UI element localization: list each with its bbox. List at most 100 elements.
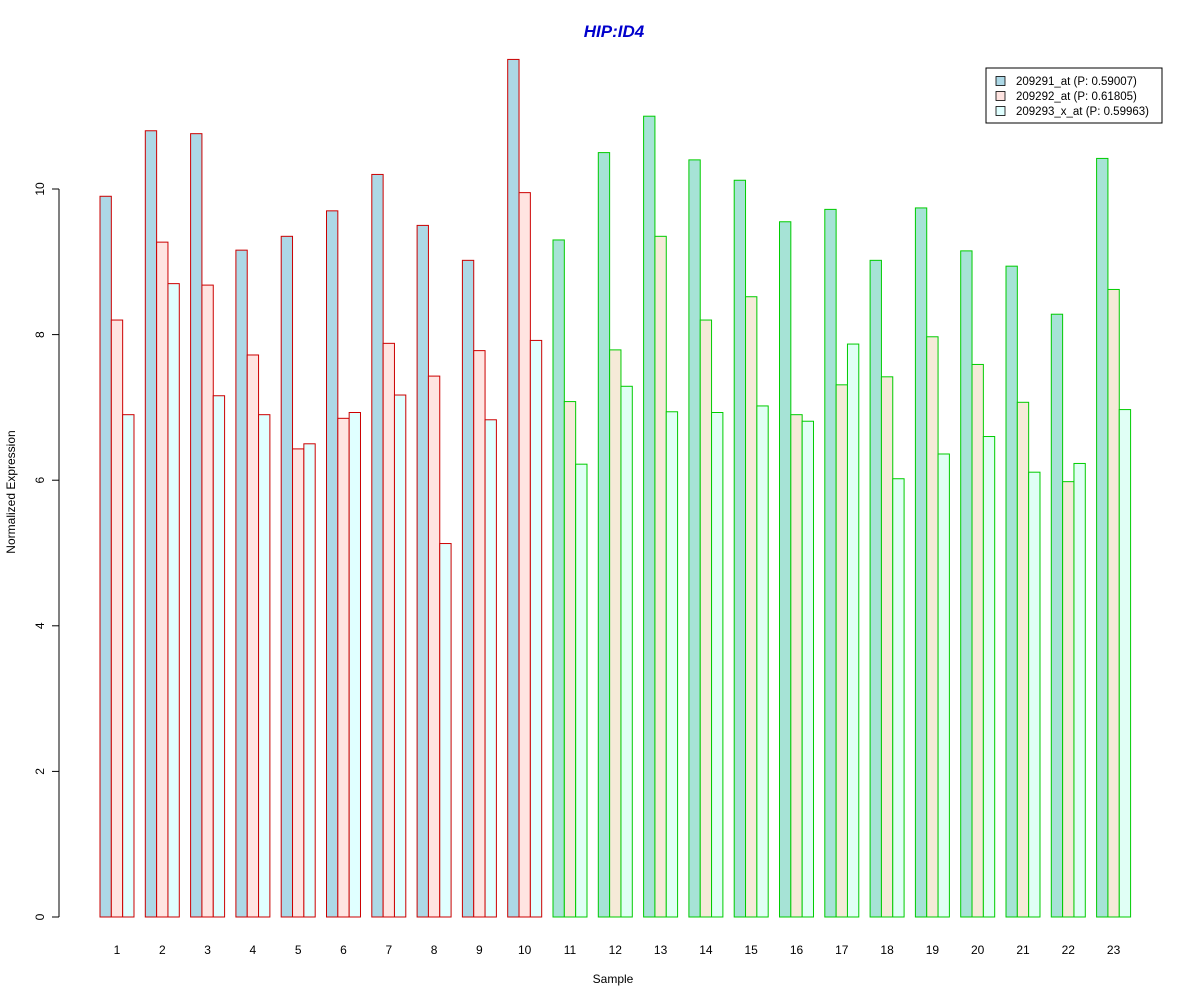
x-tick-label: 1	[114, 943, 121, 957]
bar	[292, 448, 305, 918]
y-tick-label: 4	[33, 622, 47, 629]
bar	[982, 436, 996, 918]
bar	[416, 224, 429, 918]
legend-label: 209293_x_at (P: 0.59963)	[1016, 106, 1149, 118]
y-tick-label: 2	[33, 768, 47, 775]
bar	[122, 414, 135, 918]
y-tick-label: 8	[33, 331, 47, 338]
bar	[1118, 409, 1132, 918]
bar	[880, 376, 894, 918]
x-tick-label: 4	[250, 943, 257, 957]
bar	[99, 195, 112, 918]
bar	[733, 179, 747, 918]
x-tick-label: 7	[385, 943, 392, 957]
x-tick-label: 18	[880, 943, 894, 957]
x-tick-label: 13	[654, 943, 668, 957]
bar	[393, 394, 407, 918]
x-axis-title: Sample	[593, 972, 634, 986]
x-tick-label: 21	[1016, 943, 1030, 957]
bar	[201, 284, 214, 918]
bar	[484, 419, 497, 918]
x-tick-label: 11	[564, 943, 577, 957]
legend-box	[985, 67, 1163, 124]
bar	[1005, 265, 1018, 918]
bar	[1050, 313, 1064, 918]
bar	[529, 339, 543, 918]
bar	[665, 411, 679, 918]
x-tick-label: 10	[518, 943, 532, 957]
bar	[461, 259, 475, 918]
bar	[212, 395, 226, 918]
bar	[473, 350, 486, 918]
bar	[597, 152, 611, 918]
bar	[609, 349, 622, 918]
x-tick-label: 22	[1062, 943, 1076, 957]
x-tick-label: 3	[204, 943, 211, 957]
bar	[280, 235, 294, 918]
bar	[846, 343, 860, 918]
chart-title: HIP:ID4	[584, 22, 645, 41]
bar	[654, 235, 667, 918]
bar	[892, 478, 905, 918]
legend-label: 209291_at (P: 0.59007)	[1016, 76, 1137, 88]
legend-label: 209292_at (P: 0.61805)	[1016, 91, 1137, 103]
bar	[1062, 481, 1075, 918]
bar	[1028, 471, 1041, 918]
bar	[371, 173, 384, 918]
bar	[439, 543, 452, 918]
bar	[1016, 401, 1030, 918]
x-tick-label: 6	[340, 943, 347, 957]
bar	[711, 412, 724, 918]
bar	[937, 453, 950, 918]
bar	[190, 133, 203, 918]
legend-swatch	[995, 91, 1006, 101]
bar	[235, 249, 248, 918]
bar	[348, 412, 361, 918]
bar	[926, 336, 939, 918]
x-tick-label: 2	[159, 943, 166, 957]
bar	[110, 319, 124, 918]
bar	[337, 417, 350, 918]
y-tick-label: 6	[33, 477, 47, 484]
x-tick-label: 14	[699, 943, 713, 957]
y-axis-title: Normalized Expression	[4, 430, 18, 553]
bar	[518, 192, 531, 918]
x-tick-label: 5	[295, 943, 302, 957]
bar	[563, 401, 577, 918]
x-tick-label: 19	[926, 943, 940, 957]
bar	[620, 385, 633, 918]
y-tick-label: 10	[33, 182, 47, 196]
bar	[643, 115, 656, 918]
bar	[246, 354, 260, 918]
x-tick-label: 12	[609, 943, 623, 957]
x-axis-labels: 1 2 3 4 5 6 7 8 9 10 11 12 13 14 15 16 17 18 19 20 21 22 23	[114, 943, 1121, 957]
bar	[427, 375, 441, 918]
bar	[790, 414, 803, 918]
bar	[756, 405, 769, 918]
bar	[971, 363, 984, 918]
y-tick-label: 0	[33, 913, 47, 920]
bar	[144, 130, 158, 918]
bar	[507, 58, 520, 918]
bar	[960, 250, 973, 918]
bar	[869, 259, 882, 918]
bar	[1096, 157, 1109, 918]
x-tick-label: 15	[745, 943, 759, 957]
bar	[779, 221, 792, 918]
legend: 209291_at (P: 0.59007) 209292_at (P: 0.61…	[985, 67, 1163, 124]
bar	[745, 296, 758, 918]
legend-swatch	[995, 76, 1006, 86]
bars	[99, 58, 1132, 918]
x-tick-label: 16	[790, 943, 804, 957]
x-tick-label: 17	[835, 943, 849, 957]
x-tick-label: 8	[431, 943, 438, 957]
bar	[382, 342, 395, 918]
bar	[303, 443, 316, 918]
bar	[575, 463, 588, 918]
bar	[801, 420, 814, 918]
legend-swatch	[995, 106, 1006, 116]
bar	[326, 210, 339, 918]
x-tick-label: 9	[476, 943, 483, 957]
x-tick-label: 23	[1107, 943, 1121, 957]
